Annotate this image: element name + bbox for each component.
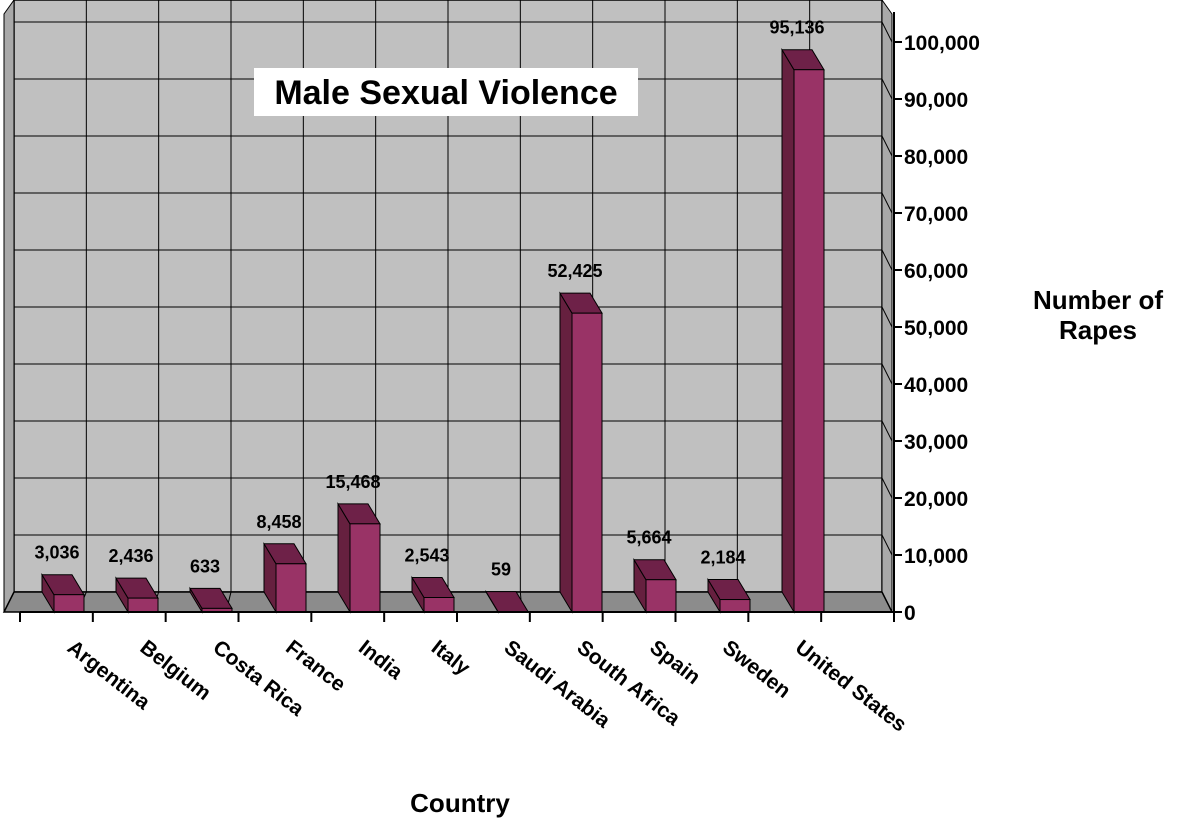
y-tick-label: 100,000 (904, 32, 980, 55)
floor-line (881, 591, 893, 613)
data-label: 2,184 (700, 548, 745, 568)
data-labels: 3,036 2,436 633 8,458 15,468 2,543 59 52,425 5,6… (34, 18, 824, 580)
x-tick-label-france: France (281, 636, 349, 697)
bar-front (275, 563, 307, 613)
data-label: 15,468 (325, 472, 380, 492)
y-tick-label: 70,000 (904, 203, 968, 226)
bar-front (423, 597, 455, 613)
y-tick-label: 10,000 (904, 545, 968, 568)
bar-front (127, 597, 159, 613)
side-gridline (881, 306, 893, 328)
bar-italy (411, 575, 455, 614)
bar-front (53, 594, 85, 613)
y-axis: 0 10,000 20,000 30,000 40,000 50,000 60,000 70,… (893, 12, 980, 625)
y-tick-label: 90,000 (904, 89, 968, 112)
side-gridline (881, 363, 893, 385)
bar-side (559, 291, 573, 614)
y-tick-label: 80,000 (904, 146, 968, 169)
bar-front (719, 599, 751, 613)
bar-france (263, 541, 307, 614)
chart-title: Male Sexual Violence (274, 74, 617, 112)
data-label: 8,458 (256, 512, 301, 532)
x-tick-label-sweden: Sweden (718, 636, 795, 703)
y-tick-label: 0 (904, 602, 916, 625)
bar-india (337, 502, 381, 614)
y-axis-title: Number of Rapes (1033, 285, 1163, 345)
floor-line (3, 591, 15, 613)
bar-front (645, 579, 677, 613)
x-tick-label-india: India (354, 636, 407, 684)
side-wall (881, 0, 893, 613)
data-label: 5,664 (626, 528, 671, 548)
x-tick-label-united-states: United States (791, 636, 911, 737)
bar-sweden (707, 577, 751, 614)
bar-side (781, 47, 795, 614)
bar-front (571, 312, 603, 613)
bar-argentina (41, 572, 85, 614)
bar-south-africa (559, 291, 603, 614)
y-tick-label: 50,000 (904, 317, 968, 340)
bars (41, 47, 825, 614)
x-tick-label-italy: Italy (427, 636, 475, 680)
data-label: 2,543 (404, 546, 449, 566)
chart-title-box: Male Sexual Violence (254, 68, 638, 116)
bar-belgium (115, 576, 159, 614)
gridlines (13, 0, 893, 592)
side-gridline (881, 534, 893, 556)
bar-united-states (781, 47, 825, 614)
data-label: 52,425 (547, 261, 602, 281)
y-tick-label: 40,000 (904, 374, 968, 397)
y-tick-label: 30,000 (904, 431, 968, 454)
left-wall (3, 0, 15, 613)
side-gridline (881, 135, 893, 157)
y-tick-label: 20,000 (904, 488, 968, 511)
side-gridline (881, 192, 893, 214)
data-label: 59 (491, 560, 511, 580)
x-tick-label-spain: Spain (645, 636, 704, 689)
bar-front (793, 69, 825, 613)
bar-front (349, 523, 381, 613)
data-label: 95,136 (769, 18, 824, 38)
bar-costa-rica (189, 586, 233, 614)
data-label: 2,436 (108, 546, 153, 566)
data-label: 3,036 (34, 543, 79, 563)
side-gridline (881, 78, 893, 100)
y-tick-label: 60,000 (904, 260, 968, 283)
x-axis-title: Country (410, 788, 510, 818)
side-gridline (881, 420, 893, 442)
side-gridline (881, 477, 893, 499)
side-gridline (881, 249, 893, 271)
side-gridline (881, 21, 893, 43)
data-label: 633 (190, 556, 220, 576)
